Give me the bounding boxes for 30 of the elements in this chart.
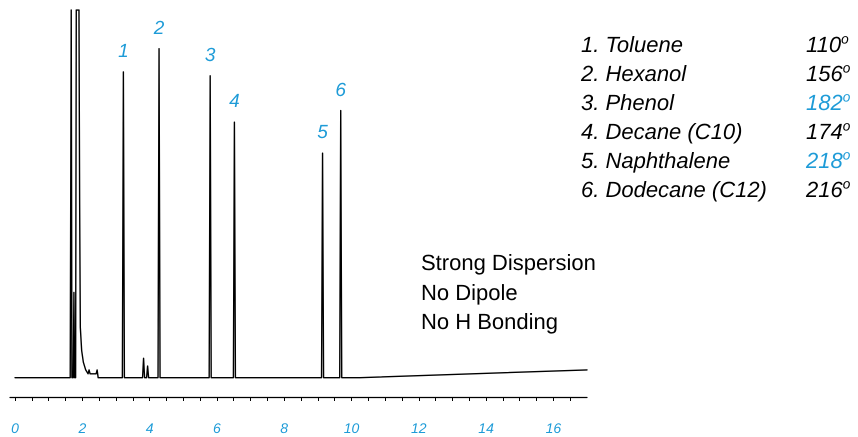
x-tick-label: 4 xyxy=(146,420,154,436)
x-tick-label: 6 xyxy=(213,420,222,436)
annotation: 3. Phenol xyxy=(581,90,674,115)
x-tick-label: 14 xyxy=(478,420,494,436)
annotation: Strong Dispersion xyxy=(421,250,596,275)
annotation: 4 xyxy=(229,91,240,112)
text: 110$^{o}$ xyxy=(806,32,849,57)
text: 216$^{o}$ xyxy=(806,176,850,202)
annotation: 5. Naphthalene xyxy=(581,148,730,173)
text: 156$^{o}$ xyxy=(806,60,850,86)
x-tick-label: 2 xyxy=(77,420,86,436)
annotation: 5 xyxy=(317,122,328,144)
annotation: 2 xyxy=(154,18,164,39)
annotation: 1 xyxy=(118,40,129,62)
annotation: 1. Toluene xyxy=(581,32,683,57)
annotation: 6 xyxy=(335,80,346,101)
x-tick-label: 0 xyxy=(11,420,20,436)
annotation: No H Bonding xyxy=(421,309,558,334)
annotation: 6. Dodecane (C12) xyxy=(581,177,767,202)
x-tick-label: 10 xyxy=(344,420,360,436)
annotation: 4. Decane (C10) xyxy=(581,119,742,144)
annotation: 3 xyxy=(204,44,216,66)
text: 174$^{o}$ xyxy=(806,118,850,144)
x-tick-label: 12 xyxy=(410,420,427,436)
x-tick-label: 16 xyxy=(546,420,562,436)
text: 218$^{o}$ xyxy=(806,148,850,173)
annotation: 2. Hexanol xyxy=(581,61,686,86)
x-tick-label: 8 xyxy=(280,420,288,436)
annotation: No Dipole xyxy=(421,280,518,304)
text: 182$^{o}$ xyxy=(806,90,850,115)
